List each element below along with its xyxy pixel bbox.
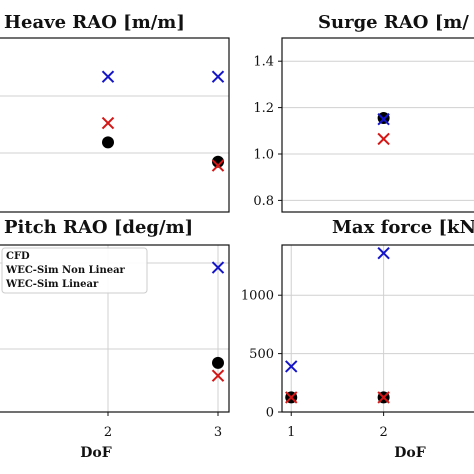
- y-tick-label: 500: [249, 347, 274, 362]
- x-marker-stroke: [211, 159, 225, 172]
- data-point-wec-sim-non-linear: [377, 112, 390, 126]
- x-marker-stroke: [285, 360, 298, 373]
- panel-title: Surge RAO [m/: [318, 12, 469, 33]
- legend: CFD WEC-Sim Non Linear WEC-Sim Linear: [1, 247, 148, 294]
- axes-frame: [0, 244, 230, 413]
- axes-frame: [281, 37, 474, 213]
- panel-pitch: 2 3 Pitch RAO [deg/m] DoF CFD WEC-Sim Non Lin…: [0, 217, 230, 461]
- legend-label: WEC-Sim Non Linear: [5, 265, 126, 276]
- data-point-wec-sim-non-linear: [285, 360, 298, 373]
- x-marker-stroke: [211, 369, 225, 382]
- data-point-wec-sim-linear: [285, 391, 298, 404]
- data-point-wec-sim-linear: [101, 116, 115, 130]
- data-point-cfd: [212, 155, 224, 168]
- data-point-cfd: [212, 356, 224, 369]
- y-tick-label: 0: [266, 406, 274, 421]
- data-point-wec-sim-non-linear: [211, 70, 225, 83]
- legend-label: WEC-Sim Linear: [5, 279, 99, 290]
- legend-label: CFD: [6, 251, 30, 262]
- x-marker-stroke: [101, 70, 115, 83]
- x-marker-stroke: [211, 261, 225, 274]
- data-point-wec-sim-linear: [211, 159, 225, 172]
- x-marker-stroke: [377, 112, 390, 126]
- data-point-wec-sim-linear: [377, 132, 390, 146]
- y-tick-label: 1000: [241, 289, 274, 304]
- panel-surge: 0.8 1.0 1.2 1.4 Surge RAO [m/: [253, 12, 474, 213]
- panel-title: Heave RAO [m/m]: [4, 12, 185, 33]
- panel-title: Pitch RAO [deg/m]: [4, 217, 193, 238]
- x-marker-stroke: [101, 116, 115, 130]
- x-tick-label: 2: [104, 425, 112, 440]
- data-point-wec-sim-non-linear: [377, 246, 390, 260]
- y-tick-label: 1.4: [253, 55, 274, 70]
- data-point-wec-sim-non-linear: [211, 261, 225, 274]
- x-marker-stroke: [285, 391, 298, 404]
- x-tick-label: 2: [379, 425, 387, 440]
- axes-frame: [281, 244, 474, 413]
- data-point-wec-sim-linear: [211, 369, 225, 382]
- x-marker-stroke: [377, 246, 390, 260]
- panel-title: Max force [kN: [332, 217, 474, 238]
- y-tick-label: 1.2: [253, 101, 274, 116]
- legend-box: [1, 247, 148, 294]
- data-point-cfd: [102, 136, 114, 149]
- y-tick-label: 0.8: [253, 194, 274, 209]
- x-marker-stroke: [211, 70, 225, 83]
- data-point-wec-sim-non-linear: [101, 70, 115, 83]
- panel-maxforce: 0 500 1000 1 2 Max force [kN DoF: [241, 217, 474, 461]
- data-point-wec-sim-linear: [377, 391, 390, 404]
- y-tick-label: 1.0: [253, 148, 274, 163]
- x-tick-label: 1: [287, 425, 295, 440]
- x-marker-stroke: [377, 132, 390, 146]
- x-axis-label: DoF: [80, 445, 111, 461]
- panel-heave: Heave RAO [m/m]: [0, 12, 230, 213]
- x-tick-label: 3: [214, 425, 222, 440]
- x-axis-label: DoF: [394, 445, 425, 461]
- x-marker-stroke: [377, 391, 390, 404]
- axes-frame: [0, 37, 230, 213]
